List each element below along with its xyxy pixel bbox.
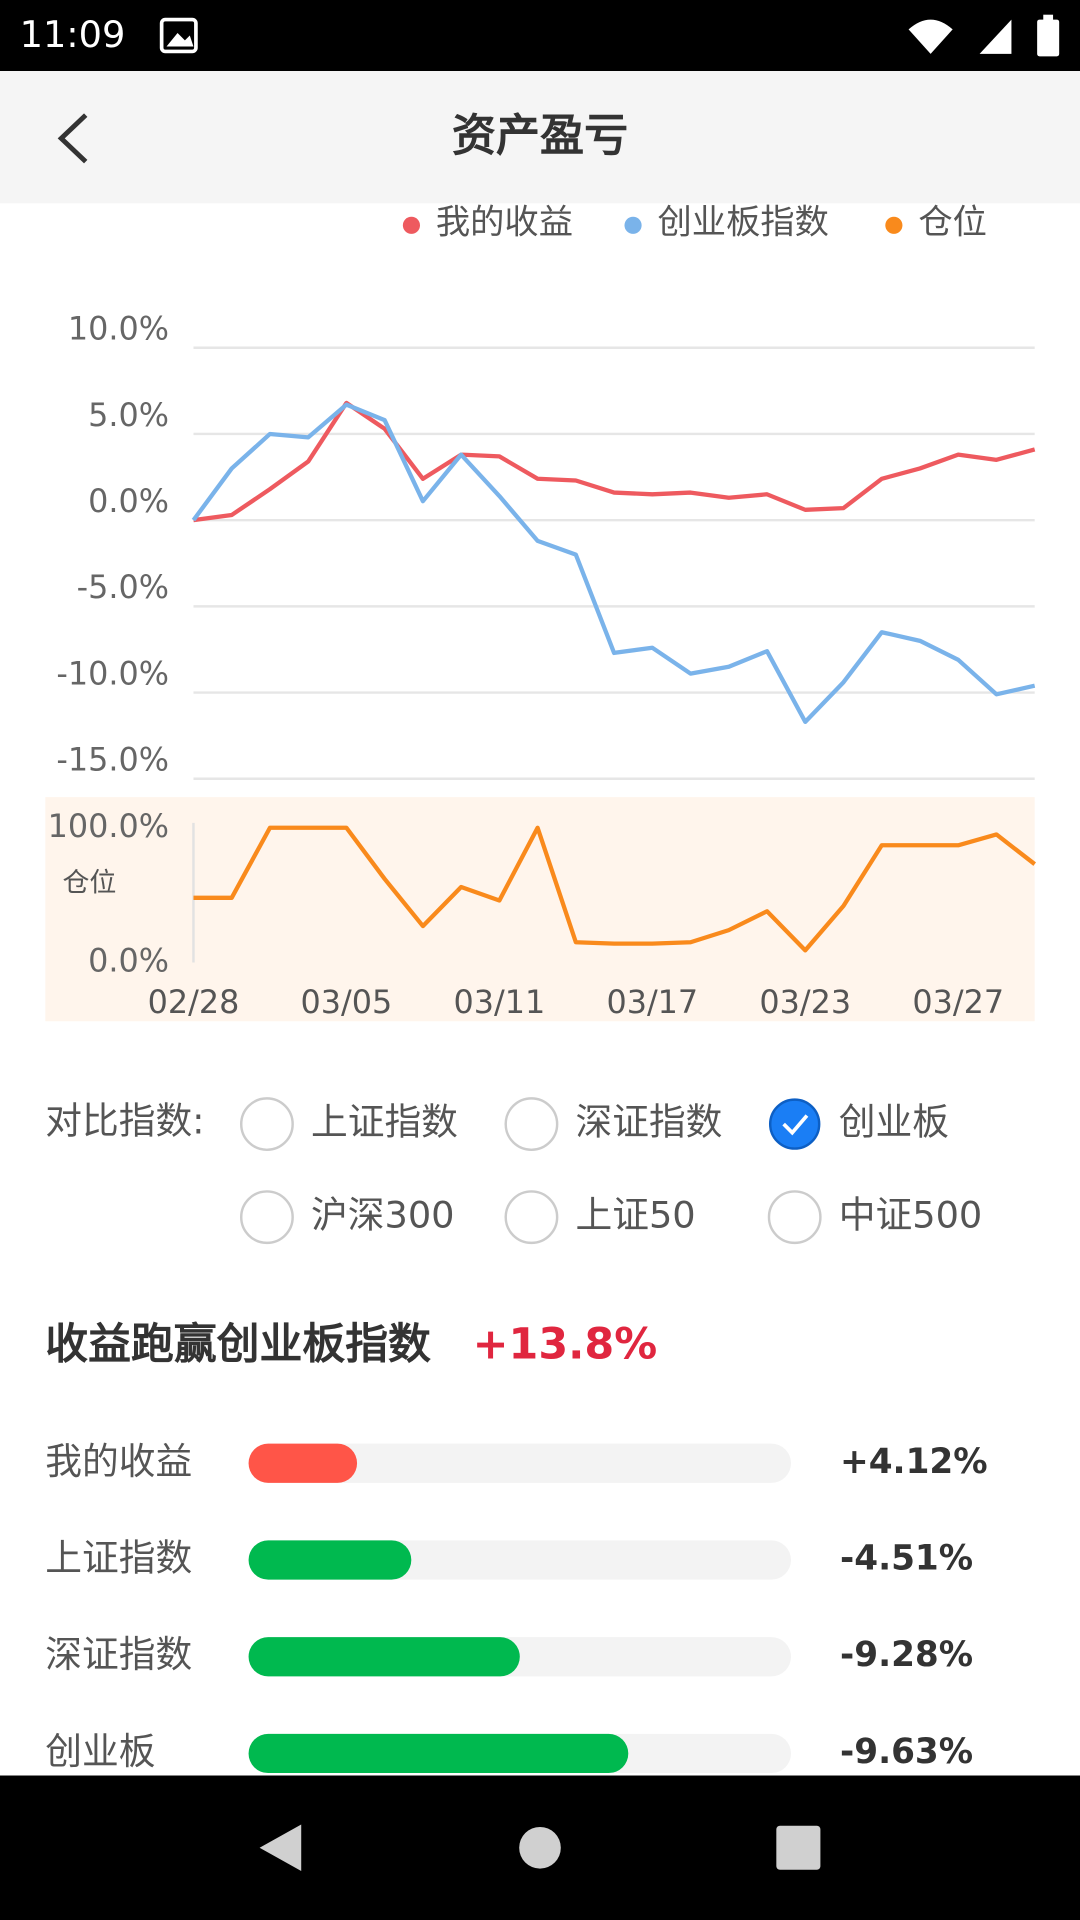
row-name: 我的收益 [45, 1440, 192, 1483]
option-label: 中证500 [839, 1194, 983, 1237]
x-tick-label: 03/17 [606, 983, 698, 1021]
y-tick-label: -10.0% [56, 654, 169, 692]
compare-option[interactable]: 中证500 [767, 1190, 983, 1245]
radio [767, 1190, 822, 1245]
row-change: -9.63% [840, 1732, 973, 1772]
y-tick-label: 10.0% [68, 310, 169, 348]
legend-dot [402, 216, 420, 234]
bar-fill [248, 1733, 629, 1774]
bar-track [248, 1443, 792, 1483]
y-tick-label: -5.0% [77, 568, 169, 606]
nav-recents[interactable] [776, 1825, 821, 1870]
option-label: 深证指数 [576, 1101, 723, 1144]
radio-checked [768, 1098, 821, 1150]
y-tick-label: 0.0% [88, 482, 169, 520]
radio [504, 1190, 559, 1245]
y-tick-label: 0.0% [88, 941, 169, 979]
series-line [191, 402, 1036, 725]
series-line [193, 825, 1037, 953]
compare-label: 对比指数: [45, 1099, 204, 1142]
bar-fill [248, 1540, 412, 1580]
compare-option[interactable]: 上证指数 [240, 1097, 458, 1152]
option-label: 上证50 [576, 1194, 696, 1237]
legend-dot [885, 216, 903, 234]
option-label: 上证指数 [311, 1101, 458, 1144]
status-time: 11:09 [20, 13, 126, 56]
summary-title: 收益跑赢创业板指数 [45, 1319, 431, 1369]
header-bar [0, 71, 1080, 204]
status-icons [159, 14, 1060, 57]
option-label: 沪深300 [311, 1194, 455, 1237]
bar-fill [248, 1443, 358, 1483]
compare-option[interactable]: 沪深300 [240, 1190, 455, 1245]
y-tick-label: 100.0% [48, 807, 169, 845]
legend-label: 仓位 [918, 203, 987, 243]
nav-home[interactable] [519, 1826, 561, 1869]
back-button[interactable] [57, 113, 88, 164]
row-name: 创业板 [45, 1730, 155, 1773]
bar-fill [248, 1637, 520, 1677]
summary-rows: 我的收益 +4.12% 上证指数 -4.51% 深证指数 -9.28% 创业板 -9.63% [45, 1440, 988, 1774]
row-name: 深证指数 [45, 1633, 192, 1676]
chart-layer: 我的收益 创业板指数 仓位10.0%5.0%0.0%-5.0%-10.0%-15.0… [48, 203, 1037, 1021]
radio [240, 1190, 294, 1245]
row-change: -9.28% [840, 1635, 973, 1675]
legend-dot [624, 216, 642, 234]
x-tick-label: 03/05 [301, 983, 393, 1021]
row-name: 上证指数 [45, 1537, 192, 1580]
legend-label: 创业板指数 [658, 203, 829, 243]
radio [504, 1097, 559, 1152]
series-line [193, 400, 1036, 523]
compare-option[interactable]: 上证50 [504, 1190, 696, 1245]
y-tick-label: -15.0% [56, 741, 169, 779]
x-tick-label: 03/11 [454, 983, 546, 1021]
x-tick-label: 03/23 [759, 983, 851, 1021]
check-mark [782, 1114, 809, 1136]
summary-value: +13.8% [473, 1319, 658, 1369]
row-change: -4.51% [840, 1539, 973, 1579]
y-tick-label: 5.0% [88, 396, 169, 434]
compare-option[interactable]: 创业板 [768, 1098, 949, 1150]
option-label: 创业板 [839, 1101, 949, 1144]
header-title: 资产盈亏 [452, 110, 628, 161]
radio [240, 1097, 294, 1152]
x-tick-label: 02/28 [148, 983, 240, 1021]
y-axis-label: 仓位 [62, 868, 116, 899]
row-change: +4.12% [840, 1442, 988, 1482]
compare-option[interactable]: 深证指数 [504, 1097, 723, 1152]
legend-label: 我的收益 [436, 203, 573, 243]
x-tick-label: 03/27 [912, 983, 1004, 1021]
nav-back[interactable] [259, 1824, 302, 1872]
